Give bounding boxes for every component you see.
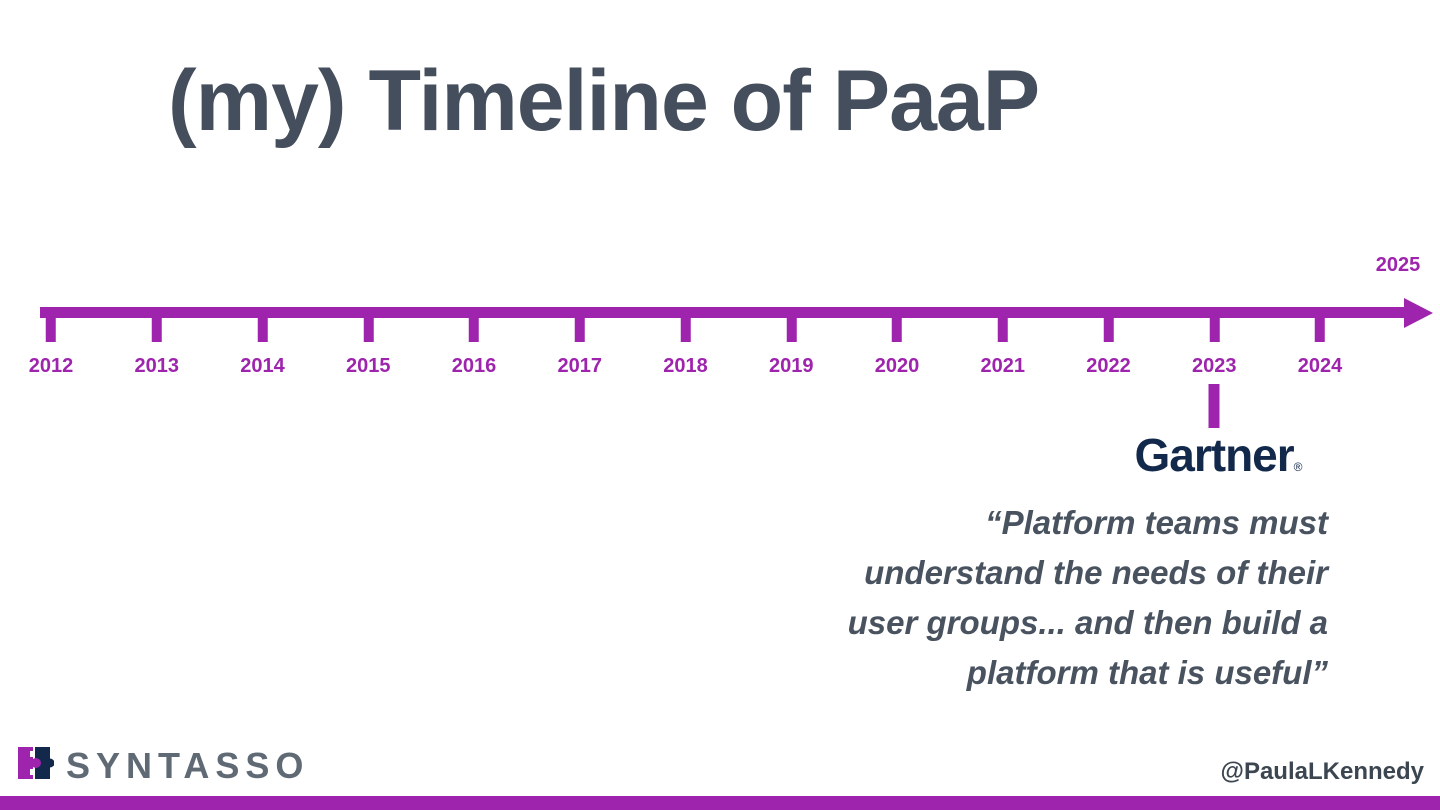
year-tick: 2021	[980, 307, 1026, 378]
year-tick-mark	[786, 307, 797, 342]
year-label: 2014	[240, 355, 285, 377]
year-tick: 2020	[874, 307, 920, 378]
year-label: 2016	[451, 355, 497, 377]
page-title: (my) Timeline of PaaP	[168, 53, 1040, 149]
year-tick: 2019	[769, 307, 814, 378]
registered-trademark: ®	[1293, 460, 1303, 474]
year-tick: 2013	[134, 307, 180, 378]
timeline: 2012 2013 2014 2015 2016 2017 2018 2019 …	[28, 254, 1433, 378]
year-label: 2023	[1192, 355, 1237, 377]
year-tick: 2022	[1086, 307, 1131, 378]
year-label: 2017	[557, 355, 603, 377]
author-handle: @PaulaLKennedy	[1220, 758, 1424, 785]
year-tick-mark	[363, 307, 374, 342]
year-tick-mark	[1315, 307, 1325, 342]
year-tick-mark	[680, 307, 691, 342]
year-tick: 2023	[1192, 307, 1237, 378]
year-label: 2015	[346, 355, 391, 377]
gartner-quote: “Platform teams must understand the need…	[847, 504, 1328, 691]
year-label: 2020	[874, 355, 920, 377]
year-label: 2019	[769, 355, 814, 377]
syntasso-logo: SYNTASSO	[14, 743, 309, 788]
gartner-logo-text: Gartner	[1134, 429, 1294, 481]
year-tick: 2015	[346, 307, 391, 378]
year-label: 2013	[134, 355, 180, 377]
callout-connector	[1208, 384, 1220, 428]
year-tick: 2016	[451, 307, 497, 378]
year-tick-mark	[892, 307, 902, 342]
year-tick: 2014	[240, 307, 285, 378]
year-tick-mark	[151, 307, 162, 342]
year-tick: 2024	[1297, 307, 1343, 378]
year-tick-mark	[257, 307, 268, 342]
year-tick: 2012	[28, 307, 74, 378]
gartner-logo: Gartner®	[1134, 428, 1303, 482]
year-tick-mark	[1209, 307, 1220, 342]
footer-accent-bar	[0, 796, 1440, 810]
end-year-label: 2025	[1375, 254, 1421, 276]
year-tick: 2017	[557, 307, 603, 378]
year-label: 2012	[28, 355, 74, 377]
year-label: 2024	[1297, 355, 1343, 377]
year-tick-mark	[1103, 307, 1114, 342]
year-label: 2018	[663, 355, 708, 377]
year-tick-mark	[469, 307, 479, 342]
year-label: 2022	[1086, 355, 1131, 377]
timeline-arrowhead-icon	[1404, 298, 1433, 328]
year-tick-mark	[46, 307, 56, 342]
timeline-axis	[40, 307, 1406, 318]
syntasso-wordmark: SYNTASSO	[66, 744, 310, 786]
syntasso-logo-icon	[14, 743, 55, 788]
year-tick-mark	[997, 307, 1008, 342]
year-tick-mark	[574, 307, 585, 342]
year-tick: 2018	[663, 307, 708, 378]
year-label: 2021	[980, 355, 1026, 377]
